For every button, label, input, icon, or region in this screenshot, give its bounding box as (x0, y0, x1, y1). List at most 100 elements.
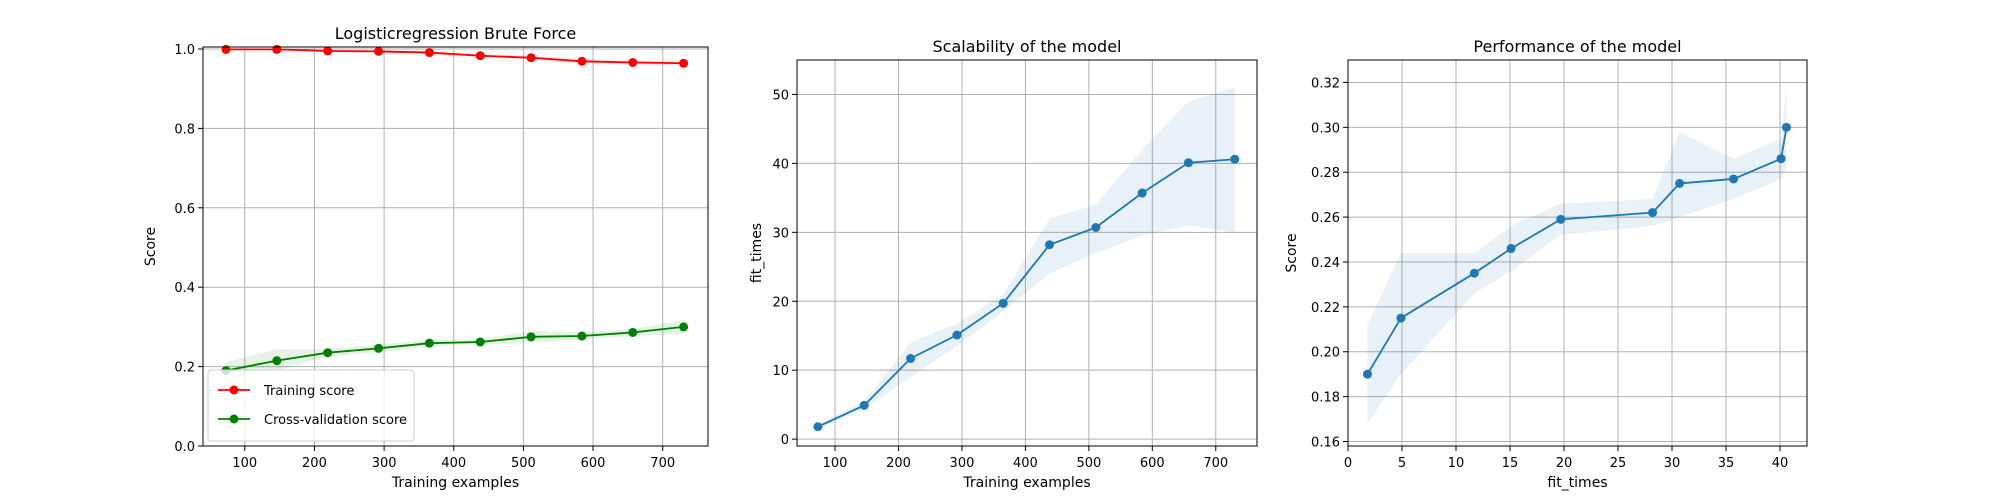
performance-series-0-point (1675, 178, 1685, 188)
performance-x-tick-label: 25 (1610, 456, 1627, 471)
scalability-series-0-point (1137, 188, 1147, 198)
learning-curve-series-0-point (272, 44, 282, 54)
scalability-series-0-point (1045, 240, 1055, 250)
learning-curve-series-1-point (526, 332, 536, 342)
scalability-x-tick-label: 300 (950, 456, 975, 471)
legend-marker-cross-validation-score (229, 414, 239, 424)
learning-curve-series-1-point (475, 337, 485, 347)
scalability-x-tick-label: 400 (1013, 456, 1038, 471)
scalability-x-tick-label: 600 (1140, 456, 1165, 471)
scalability-panel: 100 200 300 400 500 600 700 0 10 20 30 40 50 Scalabi… (749, 37, 1258, 491)
scalability-series-0-point (813, 422, 823, 432)
learning-curve-series-1-point (424, 338, 434, 348)
performance-axes-frame (1347, 59, 1808, 447)
scalability-x-tick-label: 100 (823, 456, 848, 471)
scalability-y-axis-label: fit_times (749, 223, 765, 283)
performance-x-tick-label: 10 (1448, 456, 1465, 471)
learning-curve-series-1-point (272, 356, 282, 366)
learning-curve-series-0-point (475, 51, 485, 61)
scalability-series-0-point (906, 353, 916, 363)
performance-x-tick-label: 40 (1772, 456, 1789, 471)
learning-curve-x-axis-label: Training examples (391, 475, 519, 491)
learning-curve-series-1-point (577, 331, 587, 341)
learning-curve-x-tick-label: 100 (232, 456, 257, 471)
performance-x-tick-label: 15 (1502, 456, 1519, 471)
learning-curve-y-tick-label: 0.8 (174, 122, 195, 137)
performance-y-tick-label: 0.22 (1311, 301, 1340, 316)
learning-curve-series-0-point (679, 58, 689, 68)
performance-x-axis-label: fit_times (1547, 475, 1607, 491)
scalability-y-tick-label: 50 (772, 88, 789, 103)
learning-curve-series-0-point (424, 48, 434, 58)
learning-curve-series-1-point (628, 327, 638, 337)
performance-x-tick-label: 20 (1556, 456, 1573, 471)
scalability-y-tick-label: 40 (772, 157, 789, 172)
scalability-series-0-band (817, 87, 1235, 429)
scalability-x-tick-label: 200 (886, 456, 911, 471)
performance-x-tick-label: 5 (1398, 456, 1406, 471)
performance-series-0-point (1362, 369, 1372, 379)
scalability-series-0-point (1091, 222, 1101, 232)
learning-curve-y-tick-label: 1.0 (174, 43, 195, 58)
scalability-y-tick-label: 10 (772, 364, 789, 379)
performance-y-tick-label: 0.16 (1311, 436, 1340, 451)
learning-curve-series-1-band (225, 319, 684, 380)
learning-curve-y-tick-label: 0.4 (174, 281, 195, 296)
performance-y-tick-label: 0.32 (1311, 76, 1340, 91)
scalability-axes-frame (796, 59, 1258, 447)
learning-curve-series-0-point (374, 46, 384, 56)
scalability-y-tick-label: 0 (781, 433, 789, 448)
learning-curve-series-0-point (221, 44, 231, 54)
learning-curve-x-tick-label: 500 (511, 456, 536, 471)
learning-curve-series-1-point (679, 322, 689, 332)
learning-curve-panel: 100 200 300 400 500 600 7000.00.20.40.60.81.0 … (143, 24, 709, 491)
learning-curve-x-tick-label: 200 (302, 456, 327, 471)
performance-y-tick-label: 0.18 (1311, 391, 1340, 406)
scalability-x-axis-label: Training examples (962, 475, 1090, 491)
learning-curve-y-tick-label: 0.0 (174, 440, 195, 455)
legend-marker-training-score (229, 385, 239, 395)
performance-y-axis-label: Score (1284, 233, 1300, 272)
learning-curve-x-tick-label: 600 (581, 456, 606, 471)
learning-curve-legend: Training score Cross-validation score (207, 369, 415, 442)
learning-curve-series-0-point (323, 46, 333, 56)
scalability-series-0-point (1183, 158, 1193, 168)
learning-curve-series-0-point (628, 57, 638, 67)
scalability-series-0-line (817, 158, 1235, 428)
performance-series-0-point (1781, 122, 1791, 132)
performance-y-tick-label: 0.20 (1311, 346, 1340, 361)
performance-y-tick-label: 0.30 (1311, 121, 1340, 136)
learning-curve-series-0-point (526, 53, 536, 63)
scalability-series-0-point (998, 298, 1008, 308)
learning-curve-y-axis-label: Score (143, 227, 159, 266)
performance-series-0-point (1556, 214, 1566, 224)
performance-series-0-point (1506, 244, 1516, 254)
performance-y-tick-label: 0.28 (1311, 166, 1340, 181)
learning-curve-axes-frame (202, 46, 709, 447)
performance-series-0-band (1367, 86, 1787, 424)
legend-label-cross-validation-score: Cross-validation score (264, 413, 407, 428)
performance-panel: 0 5 10 15 20 25 30 35 40 0.16 0.18 0.20 0.22 0.24 0.26… (1284, 37, 1808, 491)
learning-curve-title: Logisticregression Brute Force (335, 24, 577, 43)
legend-label-training-score: Training score (263, 384, 354, 399)
performance-series-0-point (1648, 208, 1658, 218)
learning-curve-series-1-point (374, 343, 384, 353)
learning-curve-series-0-line (225, 48, 684, 65)
scalability-x-tick-label: 700 (1203, 456, 1228, 471)
scalability-series-0-point (952, 330, 962, 340)
learning-curve-y-tick-label: 0.6 (174, 202, 195, 217)
performance-x-tick-label: 0 (1344, 456, 1352, 471)
learning-curve-series-1-point (323, 348, 333, 358)
scalability-y-tick-label: 30 (772, 226, 789, 241)
performance-x-tick-label: 35 (1718, 456, 1735, 471)
learning-curve-x-tick-label: 400 (441, 456, 466, 471)
scalability-y-tick-label: 20 (772, 295, 789, 310)
performance-series-0-line (1366, 127, 1788, 375)
performance-series-0-point (1776, 154, 1786, 164)
learning-curve-y-tick-label: 0.2 (174, 361, 195, 376)
scalability-series-0-point (859, 400, 869, 410)
performance-title: Performance of the model (1473, 37, 1681, 56)
performance-y-tick-label: 0.26 (1311, 211, 1340, 226)
learning-curve-x-tick-label: 700 (650, 456, 675, 471)
